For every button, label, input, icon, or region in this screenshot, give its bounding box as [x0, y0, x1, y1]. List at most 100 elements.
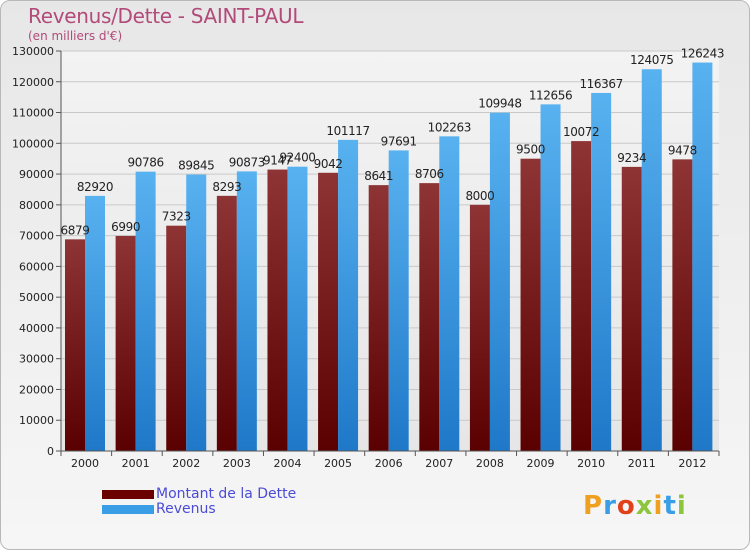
data-label-revenus: 124075	[630, 53, 673, 67]
bar-revenus	[540, 104, 561, 452]
data-label-dette: 9234	[617, 151, 646, 165]
legend-swatch-revenus	[102, 504, 154, 514]
bar-revenus	[85, 195, 105, 451]
bar-dette	[166, 225, 187, 451]
bar-dette	[469, 204, 490, 451]
bar-revenus	[287, 166, 308, 451]
data-label-revenus: 116367	[579, 77, 622, 91]
legend-swatch-dette	[102, 489, 154, 499]
bar-revenus	[489, 112, 510, 452]
logo-letter: o	[616, 491, 636, 521]
data-label-dette: 8706	[415, 167, 444, 181]
chart-subtitle: (en milliers d'€)	[28, 29, 123, 43]
bar-revenus	[692, 62, 713, 452]
data-label-revenus: 90873	[229, 155, 265, 169]
x-tick-label: 2001	[122, 457, 150, 470]
y-tick-label: 30000	[19, 353, 54, 366]
bar-dette	[520, 158, 541, 451]
bar-revenus	[591, 92, 612, 451]
data-label-revenus: 92400	[279, 151, 315, 165]
data-label-dette: 6990	[111, 220, 140, 234]
data-label-dette: 9500	[516, 143, 545, 157]
data-label-dette: 9042	[314, 157, 343, 171]
bar-dette	[571, 141, 592, 452]
legend-label-dette: Montant de la Dette	[156, 486, 297, 502]
logo-letter: i	[676, 491, 687, 521]
data-label-revenus: 126243	[681, 47, 724, 61]
data-labels: 6879 82920 6990 90786 7323 89845 8293 908739147…	[61, 47, 725, 238]
data-label-revenus: 112656	[529, 88, 572, 102]
y-tick-label: 90000	[19, 168, 54, 181]
bar-dette	[672, 159, 693, 451]
data-label-revenus: 90786	[128, 156, 164, 170]
bar-revenus	[439, 136, 460, 452]
bar-dette	[216, 195, 237, 451]
x-tick-label: 2002	[172, 457, 200, 470]
legend-item-dette: Montant de la Dette	[102, 486, 297, 502]
data-label-dette: 8000	[465, 189, 494, 203]
data-label-dette: 10072	[563, 125, 599, 139]
axes: 0 10000 20000 30000 40000 50000 60000 70000 8000…	[12, 45, 720, 470]
logo-letter: t	[663, 491, 677, 521]
logo-letter: r	[603, 491, 617, 521]
y-tick-label: 60000	[19, 260, 54, 273]
data-label-dette: 9147	[263, 154, 292, 168]
bar-dette	[419, 183, 440, 451]
x-tick-label: 2009	[527, 457, 555, 470]
logo-letter: i	[653, 491, 664, 521]
data-label-revenus: 89845	[178, 159, 214, 173]
y-tick-label: 130000	[12, 45, 54, 58]
y-tick-label: 110000	[12, 107, 54, 120]
chart-title: Revenus/Dette - SAINT-PAUL	[28, 4, 304, 28]
x-tick-label: 2004	[273, 457, 301, 470]
x-tick-label: 2006	[375, 457, 403, 470]
bar-dette	[318, 172, 339, 452]
x-tick-label: 2012	[678, 457, 706, 470]
x-tick-label: 2003	[223, 457, 251, 470]
bar-dette	[65, 239, 85, 451]
bar-revenus	[388, 150, 409, 452]
legend-label-revenus: Revenus	[156, 501, 216, 517]
legend-item-revenus: Revenus	[102, 501, 216, 517]
x-tick-label: 2000	[71, 457, 99, 470]
proxiti-logo: Proxiti	[583, 491, 687, 521]
y-tick-label: 70000	[19, 230, 54, 243]
data-label-revenus: 109948	[478, 97, 521, 111]
x-tick-label: 2005	[324, 457, 352, 470]
y-tick-label: 80000	[19, 199, 54, 212]
bars	[65, 62, 713, 452]
y-tick-label: 0	[47, 445, 54, 458]
y-tick-label: 40000	[19, 322, 54, 335]
bar-dette	[115, 235, 136, 451]
data-label-revenus: 97691	[381, 134, 417, 148]
x-tick-label: 2008	[476, 457, 504, 470]
y-tick-label: 50000	[19, 291, 54, 304]
bar-revenus	[236, 171, 257, 452]
data-label-revenus: 101117	[326, 124, 369, 138]
logo-letter: P	[583, 491, 604, 521]
bar-revenus	[186, 174, 207, 452]
bar-dette	[267, 169, 288, 452]
bar-dette	[621, 166, 642, 451]
data-label-dette: 7323	[162, 210, 191, 224]
x-tick-label: 2010	[577, 457, 605, 470]
y-tick-label: 10000	[19, 414, 54, 427]
bar-dette	[368, 185, 389, 451]
data-label-dette: 8293	[212, 180, 241, 194]
logo-letter: x	[635, 491, 654, 521]
data-label-dette: 8641	[364, 169, 393, 183]
data-label-revenus: 102263	[428, 120, 471, 134]
y-tick-label: 20000	[19, 383, 54, 396]
y-tick-label: 100000	[12, 137, 54, 150]
data-label-dette: 6879	[61, 223, 90, 237]
bar-revenus	[135, 171, 156, 452]
x-tick-label: 2007	[425, 457, 453, 470]
bar-revenus	[338, 139, 359, 451]
y-tick-label: 120000	[12, 76, 54, 89]
bar-revenus	[641, 69, 662, 451]
data-label-dette: 9478	[668, 143, 697, 157]
data-label-revenus: 82920	[77, 180, 113, 194]
x-tick-label: 2011	[628, 457, 656, 470]
